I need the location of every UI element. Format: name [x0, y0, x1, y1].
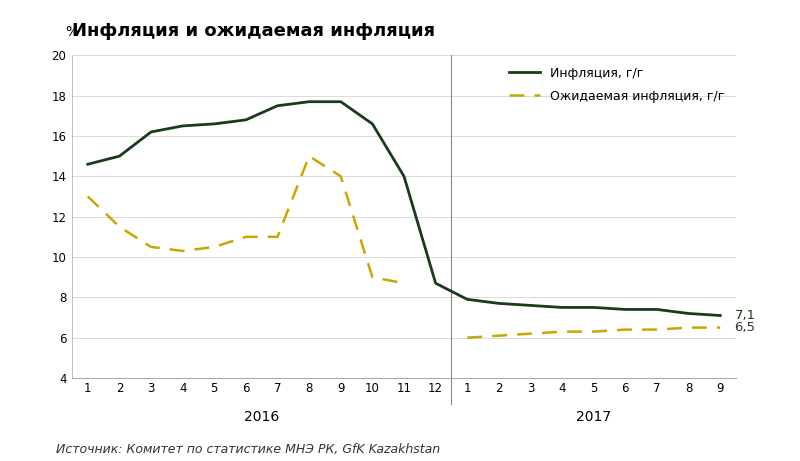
Text: Источник: Комитет по статистике МНЭ РК, GfK Kazakhstan: Источник: Комитет по статистике МНЭ РК, … [56, 443, 440, 456]
Text: 2016: 2016 [244, 410, 279, 424]
Text: Инфляция и ожидаемая инфляция: Инфляция и ожидаемая инфляция [72, 22, 435, 40]
Text: %: % [66, 25, 78, 39]
Text: 2017: 2017 [576, 410, 611, 424]
Text: 7,1: 7,1 [734, 309, 755, 322]
Legend: Инфляция, г/г, Ожидаемая инфляция, г/г: Инфляция, г/г, Ожидаемая инфляция, г/г [504, 62, 730, 107]
Text: 6,5: 6,5 [734, 321, 755, 334]
